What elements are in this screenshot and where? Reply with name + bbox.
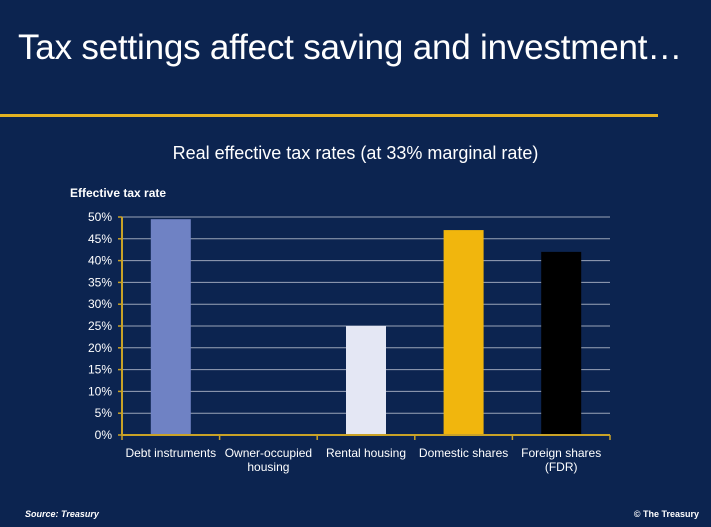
y-tick-label: 40%	[88, 254, 112, 268]
y-tick-label: 25%	[88, 319, 112, 333]
x-tick-label: Foreign shares (FDR)	[521, 446, 601, 474]
bar	[541, 251, 582, 435]
y-tick-label: 0%	[95, 428, 113, 442]
y-tick-label: 5%	[95, 406, 113, 420]
x-tick-label: Domestic shares	[419, 446, 508, 460]
bars	[150, 219, 582, 435]
y-axis-title: Effective tax rate	[70, 186, 167, 200]
axes	[118, 216, 611, 440]
y-tick-label: 35%	[88, 275, 112, 289]
x-tick-labels: Debt instruments Owner-occupied housing Ren…	[125, 446, 601, 474]
title-divider	[0, 114, 658, 117]
y-tick-label: 30%	[88, 297, 112, 311]
bar	[443, 230, 484, 435]
copyright-note: © The Treasury	[633, 509, 699, 519]
x-tick-label: Owner-occupied housing	[225, 446, 312, 474]
source-note: Source: Treasury	[25, 509, 99, 519]
slide-title: Tax settings affect saving and investmen…	[18, 28, 683, 67]
x-tick-label: Debt instruments	[125, 446, 216, 460]
chart-title: Real effective tax rates (at 33% margina…	[172, 143, 539, 163]
y-tick-label: 45%	[88, 232, 112, 246]
bar	[346, 326, 386, 435]
bar	[150, 219, 191, 435]
x-tick-label: Rental housing	[326, 446, 406, 460]
y-tick-label: 20%	[88, 341, 112, 355]
y-tick-label: 15%	[88, 363, 112, 377]
y-tick-label: 50%	[88, 210, 112, 224]
y-tick-labels: 0% 5% 10% 15% 20% 25% 30% 35% 40% 45% 50%	[88, 210, 112, 442]
y-tick-label: 10%	[88, 384, 112, 398]
